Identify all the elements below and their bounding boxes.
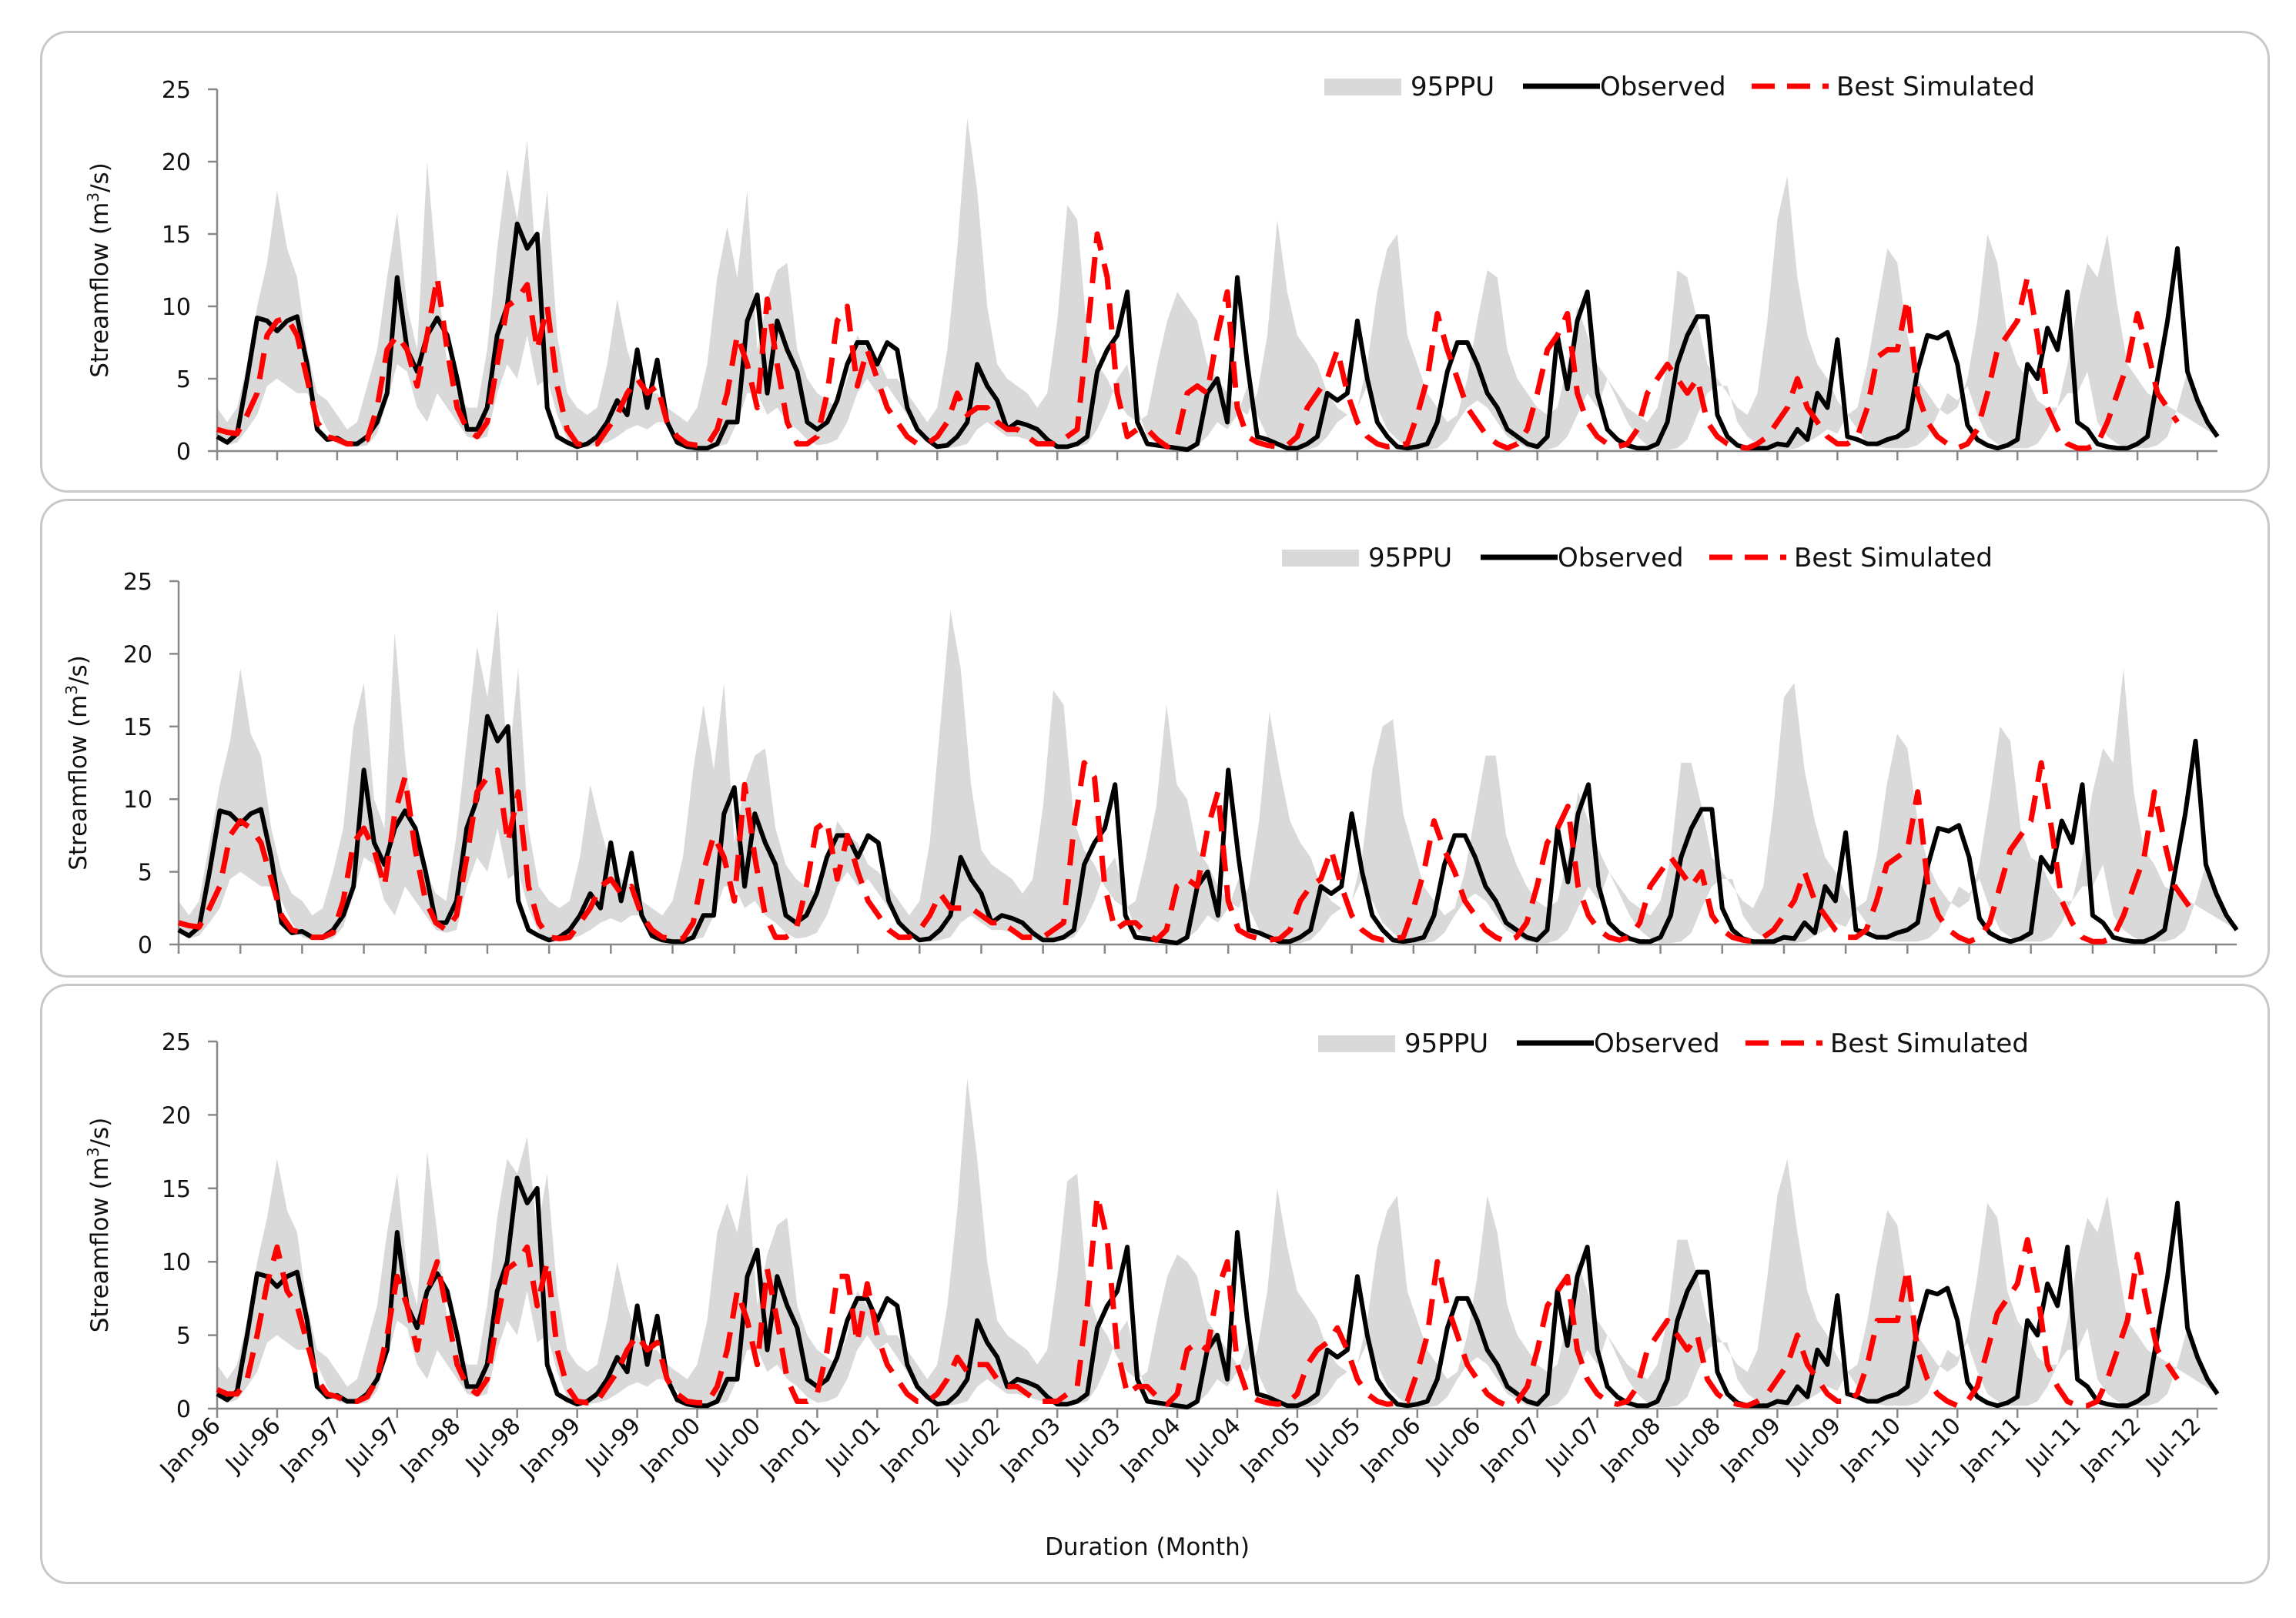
y-axis-label: Streamflow (m3/s) [62, 655, 92, 871]
y-tick-label: 15 [162, 1176, 191, 1203]
legend-observed-label: Observed [1600, 72, 1726, 102]
x-tick-label: Jan-03 [994, 1412, 1066, 1485]
x-tick-label: Jul-98 [460, 1412, 526, 1479]
y-axis-label: Streamflow (m3/s) [84, 1118, 114, 1333]
y-axis-label: Streamflow (m3/s) [84, 162, 114, 378]
y-tick-label: 25 [162, 77, 191, 104]
x-tick-label: Jul-07 [1540, 1412, 1606, 1479]
legend-band-swatch [1318, 1035, 1395, 1052]
y-tick-label: 20 [123, 641, 152, 668]
x-tick-label: Jul-06 [1420, 1412, 1486, 1479]
x-tick-label: Jul-11 [2020, 1412, 2086, 1479]
chart-2: 0 5 10 15 20 25 Streamflow (m3/s) 95PPU Observed… [62, 543, 2239, 959]
legend-simulated-label: Best Simulated [1836, 72, 2035, 102]
y-tick-label: 15 [123, 714, 152, 741]
x-tick-label: Jul-02 [939, 1412, 1006, 1479]
legend-band-swatch [1282, 550, 1359, 567]
series-best-simulated-line [216, 231, 2180, 451]
chart-1: 0 5 10 15 20 25 Streamflow (m3/s) 95PPU Observed… [84, 72, 2220, 466]
x-tick-label: Jan-98 [394, 1412, 467, 1485]
y-axis-label-main: Streamflow (m [65, 695, 92, 871]
x-tick-label: Jul-08 [1660, 1412, 1726, 1479]
y-tick-label: 0 [138, 932, 152, 959]
series-best-simulated-line [216, 1192, 2180, 1409]
band-95ppu [217, 1078, 2217, 1408]
y-axis-label-end: /s) [65, 655, 92, 685]
x-tick-label: Jul-01 [820, 1412, 886, 1479]
x-tick-label: Jul-10 [1900, 1412, 1966, 1479]
x-tick-label: Jan-99 [514, 1412, 587, 1485]
x-tick-label: Jan-11 [1954, 1412, 2027, 1485]
y-axis-label-main: Streamflow (m [86, 1157, 114, 1332]
y-tick-label: 5 [176, 1323, 191, 1350]
chart-3: 0 5 10 15 20 25 Streamflow (m3/s) 95PPU Observed… [84, 1028, 2220, 1423]
x-tick-label: Jul-00 [700, 1412, 766, 1479]
x-tick-label: Jan-97 [274, 1412, 346, 1485]
x-tick-label: Jul-04 [1180, 1412, 1246, 1479]
y-tick-label: 0 [176, 439, 191, 466]
y-tick-label: 5 [138, 860, 152, 887]
series-observed-line [216, 1175, 2220, 1410]
y-tick-label: 25 [123, 569, 152, 596]
band-95ppu [217, 118, 2217, 450]
y-tick-label: 10 [123, 787, 152, 814]
y-axis-label-sup: 3 [84, 192, 102, 202]
y-tick-label: 10 [162, 1249, 191, 1276]
series-observed-line [216, 221, 2220, 453]
x-tick-label: Jan-05 [1234, 1412, 1307, 1485]
x-tick-label: Jul-12 [2140, 1412, 2206, 1479]
legend-observed-label: Observed [1594, 1028, 1720, 1059]
x-tick-label: Jan-06 [1354, 1412, 1427, 1485]
x-tick-label: Jan-09 [1715, 1412, 1787, 1485]
x-tick-label: Jul-97 [340, 1412, 406, 1479]
band-95ppu [179, 610, 2237, 944]
legend-simulated-label: Best Simulated [1794, 543, 1993, 573]
x-axis-title: Duration (Month) [1045, 1533, 1250, 1561]
x-tick-label: Jan-10 [1834, 1412, 1906, 1485]
legend-band-swatch [1324, 79, 1401, 95]
x-tick-labels: Jan-96Jul-96Jan-97Jul-97Jan-98Jul-98Jan-… [154, 1412, 2207, 1485]
y-tick-label: 5 [176, 366, 191, 393]
y-tick-label: 20 [162, 1102, 191, 1129]
x-tick-label: Jul-03 [1059, 1412, 1126, 1479]
x-tick-label: Jan-07 [1474, 1412, 1547, 1485]
legend-band-label: 95PPU [1411, 72, 1494, 102]
y-tick-label: 15 [162, 222, 191, 249]
y-axis-label-sup: 3 [62, 685, 81, 695]
legend-band-label: 95PPU [1404, 1028, 1488, 1059]
y-axis-label-sup: 3 [84, 1147, 102, 1157]
x-tick-label: Jan-08 [1595, 1412, 1667, 1485]
x-tick-label: Jul-05 [1300, 1412, 1366, 1479]
y-tick-label: 20 [162, 149, 191, 176]
x-tick-label: Jan-02 [874, 1412, 946, 1485]
legend-simulated-label: Best Simulated [1830, 1028, 2029, 1059]
x-tick-label: Jan-12 [2074, 1412, 2147, 1485]
x-tick-label: Jul-09 [1780, 1412, 1846, 1479]
y-axis-label-end: /s) [86, 1118, 114, 1148]
y-axis-label-end: /s) [86, 162, 114, 192]
x-tick-label: Jan-04 [1114, 1412, 1186, 1485]
x-tick-label: Jul-96 [219, 1412, 286, 1479]
legend-observed-label: Observed [1558, 543, 1684, 573]
series-observed-line [177, 714, 2239, 946]
legend-band-label: 95PPU [1368, 543, 1452, 573]
series-best-simulated-line [178, 760, 2198, 944]
y-tick-label: 25 [162, 1029, 191, 1056]
x-tick-label: Jan-01 [755, 1412, 827, 1485]
x-tick-label: Jul-99 [580, 1412, 646, 1479]
x-tick-label: Jan-00 [634, 1412, 707, 1485]
y-tick-label: 0 [176, 1396, 191, 1423]
y-tick-label: 10 [162, 294, 191, 321]
y-axis-label-main: Streamflow (m [86, 202, 114, 378]
